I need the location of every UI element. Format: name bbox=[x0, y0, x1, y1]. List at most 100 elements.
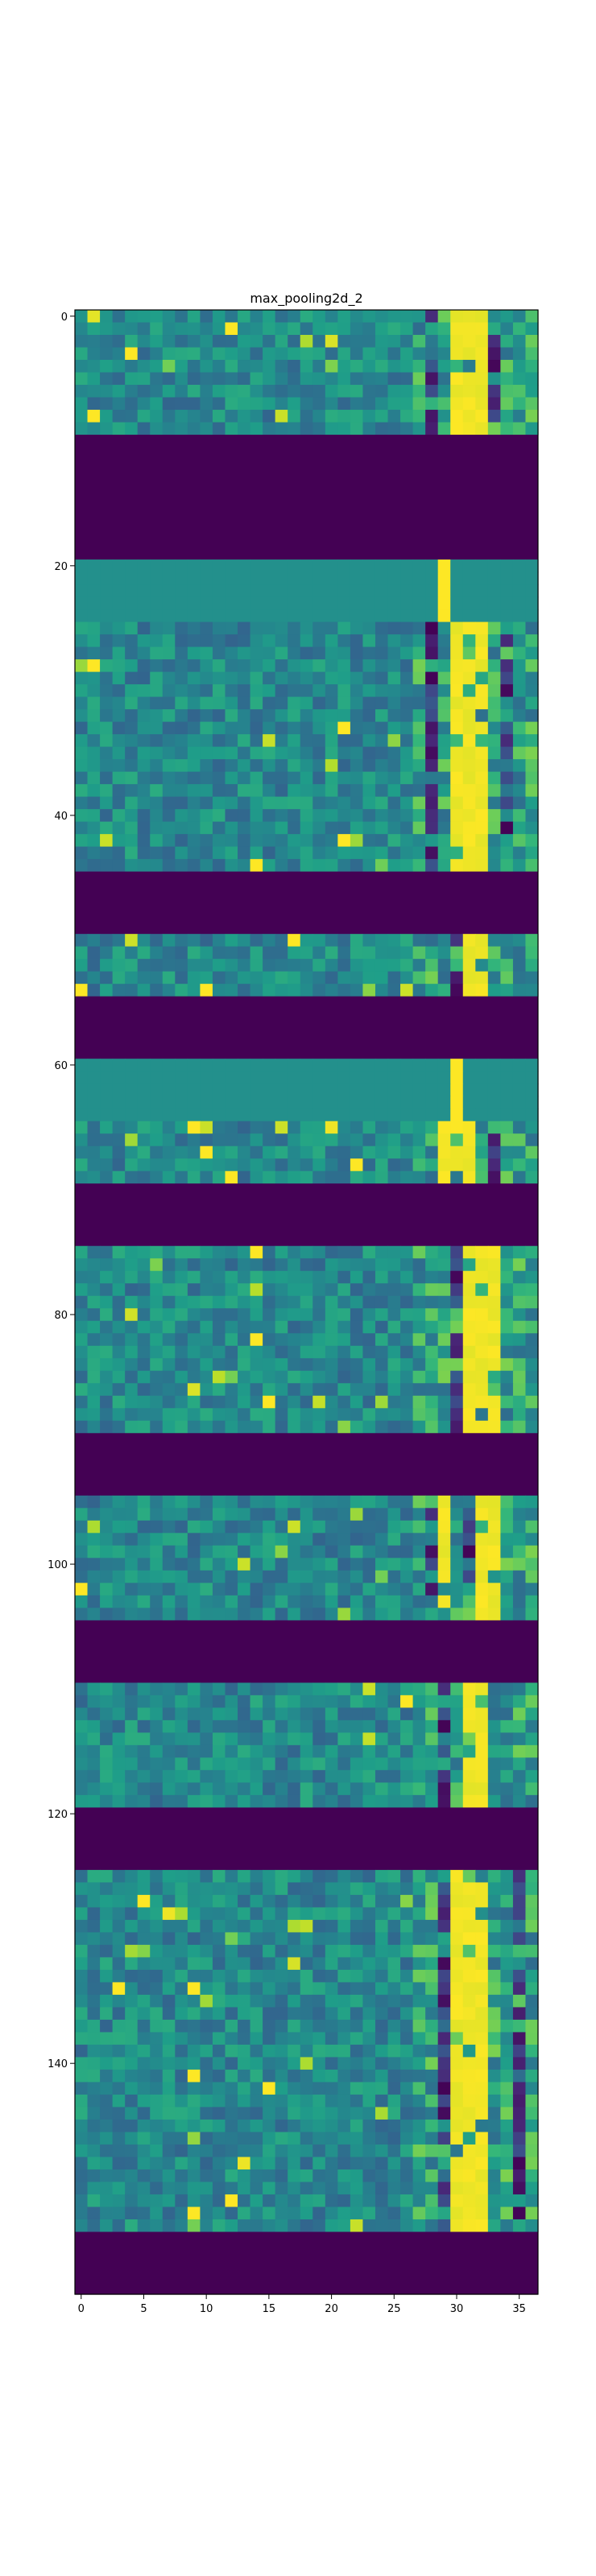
heatmap-cell bbox=[288, 2219, 301, 2233]
heatmap-cell bbox=[125, 1071, 139, 1084]
heatmap-cell bbox=[125, 1283, 139, 1297]
heatmap-cell bbox=[300, 1919, 313, 1934]
heatmap-cell bbox=[412, 1170, 426, 1184]
heatmap-cell bbox=[512, 1345, 527, 1359]
heatmap-cell bbox=[112, 2107, 126, 2120]
y-tick-label: 80 bbox=[54, 1310, 68, 1322]
heatmap-cell bbox=[350, 2007, 364, 2021]
heatmap-cell bbox=[425, 659, 439, 673]
heatmap-cell bbox=[137, 1695, 151, 1708]
heatmap-cell bbox=[425, 1358, 439, 1372]
heatmap-cell bbox=[137, 1383, 151, 1397]
heatmap-cell bbox=[225, 809, 238, 823]
heatmap-cell bbox=[125, 1682, 139, 1696]
heatmap-cell bbox=[500, 1084, 514, 1097]
heatmap-cell bbox=[175, 1383, 188, 1397]
heatmap-cell bbox=[288, 984, 301, 997]
heatmap-cell bbox=[500, 1158, 514, 1172]
heatmap-cell bbox=[375, 385, 389, 398]
heatmap-cell bbox=[525, 1520, 539, 1534]
heatmap-cell bbox=[212, 1707, 226, 1721]
heatmap-cell bbox=[425, 1059, 439, 1072]
heatmap-cell bbox=[525, 1059, 539, 1072]
heatmap-cell bbox=[75, 310, 89, 324]
heatmap-cell bbox=[112, 1782, 126, 1796]
heatmap-cell bbox=[350, 609, 364, 623]
heatmap-cell bbox=[325, 2119, 338, 2133]
heatmap-cell bbox=[162, 2044, 176, 2058]
heatmap-cell bbox=[475, 1794, 489, 1808]
heatmap-cell bbox=[350, 646, 364, 660]
heatmap-cell bbox=[475, 1682, 489, 1696]
heatmap-cell bbox=[375, 759, 389, 773]
heatmap-cell bbox=[288, 1707, 301, 1721]
heatmap-cell bbox=[325, 1982, 338, 1996]
heatmap-cell bbox=[175, 1146, 188, 1159]
heatmap-cell bbox=[362, 2069, 376, 2083]
heatmap-cell bbox=[87, 1932, 101, 1946]
heatmap-cell bbox=[250, 1420, 263, 1434]
heatmap-cell bbox=[300, 310, 313, 324]
heatmap-cell bbox=[112, 971, 126, 985]
heatmap-cell bbox=[137, 1595, 151, 1608]
heatmap-cell bbox=[250, 959, 263, 972]
heatmap-cell bbox=[325, 2169, 338, 2183]
heatmap-cell bbox=[350, 1894, 364, 1908]
heatmap-cell bbox=[462, 2019, 476, 2033]
heatmap-cell bbox=[325, 684, 338, 698]
heatmap-cell bbox=[400, 410, 414, 423]
heatmap-cell bbox=[275, 834, 288, 848]
heatmap-cell bbox=[387, 1345, 401, 1359]
heatmap-cell bbox=[75, 1982, 89, 1996]
heatmap-cell bbox=[137, 2182, 151, 2195]
heatmap-cell bbox=[300, 709, 313, 723]
heatmap-cell bbox=[275, 1695, 288, 1708]
heatmap-cell bbox=[250, 1084, 263, 1097]
heatmap-cell bbox=[87, 1495, 101, 1509]
heatmap-cell bbox=[112, 397, 126, 411]
heatmap-cell bbox=[263, 1084, 276, 1097]
heatmap-cell bbox=[212, 821, 226, 835]
heatmap-cell bbox=[500, 1682, 514, 1696]
heatmap-cell bbox=[137, 572, 151, 585]
heatmap-cell bbox=[263, 1732, 276, 1746]
heatmap-cell bbox=[362, 422, 376, 436]
heatmap-cell bbox=[87, 422, 101, 436]
heatmap-cell bbox=[412, 1533, 426, 1546]
heatmap-cell bbox=[100, 1757, 114, 1771]
heatmap-cell bbox=[387, 2182, 401, 2195]
heatmap-cell bbox=[512, 422, 527, 436]
heatmap-cell bbox=[250, 946, 263, 960]
heatmap-cell bbox=[175, 934, 188, 947]
heatmap-cell bbox=[187, 584, 201, 598]
heatmap-cell bbox=[462, 1408, 476, 1422]
heatmap-cell bbox=[350, 1308, 364, 1322]
heatmap-cell bbox=[100, 1420, 114, 1434]
heatmap-cell bbox=[238, 1283, 251, 1297]
heatmap-cell bbox=[200, 784, 213, 798]
heatmap-cell bbox=[187, 2194, 201, 2208]
heatmap-cell bbox=[212, 2219, 226, 2233]
heatmap-cell bbox=[525, 1245, 539, 1259]
heatmap-cell bbox=[238, 2019, 251, 2033]
heatmap-cell bbox=[300, 2219, 313, 2233]
heatmap-cell bbox=[350, 2094, 364, 2108]
heatmap-cell bbox=[238, 2157, 251, 2170]
heatmap-cell bbox=[350, 721, 364, 735]
heatmap-cell bbox=[487, 2194, 501, 2208]
heatmap-cell bbox=[175, 859, 188, 873]
heatmap-cell bbox=[225, 397, 238, 411]
heatmap-cell bbox=[162, 709, 176, 723]
heatmap-cell bbox=[212, 1982, 226, 1996]
heatmap-cell bbox=[137, 597, 151, 610]
heatmap-cell bbox=[412, 2194, 426, 2208]
heatmap-cell bbox=[300, 1395, 313, 1409]
heatmap-cell bbox=[187, 821, 201, 835]
heatmap-cell bbox=[437, 1682, 451, 1696]
heatmap-cell bbox=[200, 1545, 213, 1558]
heatmap-cell bbox=[500, 621, 514, 635]
heatmap-cell bbox=[250, 2044, 263, 2058]
heatmap-cell bbox=[250, 347, 263, 361]
heatmap-cell bbox=[275, 1345, 288, 1359]
chart-title: max_pooling2d_2 bbox=[250, 291, 362, 307]
